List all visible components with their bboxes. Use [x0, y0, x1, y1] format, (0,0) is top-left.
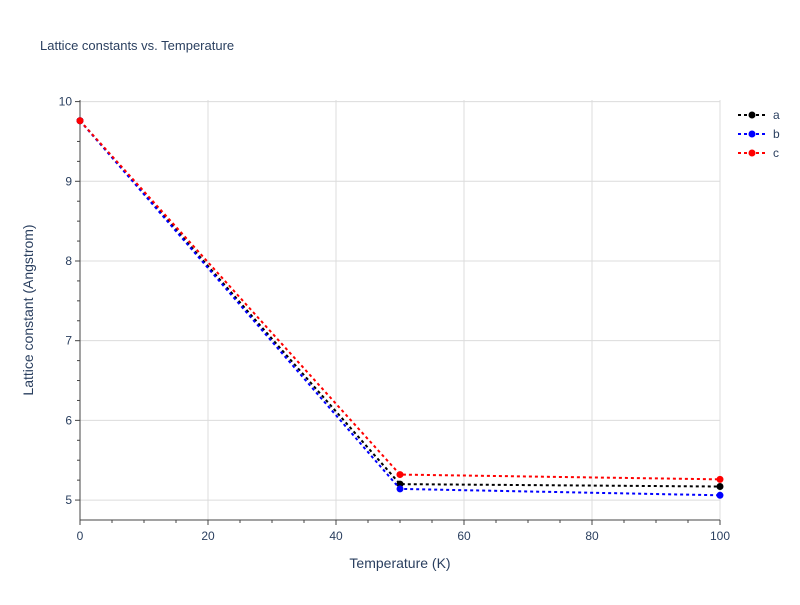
data-point-c[interactable] — [396, 471, 404, 479]
data-point-a[interactable] — [716, 483, 724, 491]
x-tick-label: 100 — [710, 529, 730, 543]
legend-label-b[interactable]: b — [773, 127, 780, 141]
series-line-b — [79, 120, 721, 497]
legend: abc — [738, 108, 780, 160]
chart-title: Lattice constants vs. Temperature — [40, 38, 234, 53]
legend-marker-c — [748, 149, 756, 157]
data-point-b[interactable] — [396, 485, 404, 493]
y-axis-title: Lattice constant (Angstrom) — [20, 224, 36, 395]
y-tick-label: 5 — [65, 493, 72, 507]
y-tick-label: 8 — [65, 254, 72, 268]
x-tick-label: 40 — [329, 529, 343, 543]
series-line-a — [79, 120, 721, 488]
grid — [80, 100, 721, 520]
data-point-c[interactable] — [76, 117, 84, 125]
x-tick-label: 0 — [77, 529, 84, 543]
x-tick-label: 60 — [457, 529, 471, 543]
legend-marker-b — [748, 130, 756, 138]
y-tick-label: 10 — [59, 95, 73, 109]
series-line-c — [79, 120, 721, 481]
series — [76, 117, 724, 499]
y-tick-label: 9 — [65, 174, 72, 188]
x-axis-title: Temperature (K) — [349, 555, 450, 571]
data-point-b[interactable] — [716, 491, 724, 499]
x-tick-label: 80 — [585, 529, 599, 543]
axes: 0 20 40 60 80 100 5 6 7 8 9 10 — [59, 95, 731, 543]
x-tick-label: 20 — [201, 529, 215, 543]
data-point-c[interactable] — [716, 475, 724, 483]
y-tick-label: 7 — [65, 334, 72, 348]
legend-label-c[interactable]: c — [773, 146, 779, 160]
data-point-a[interactable] — [396, 480, 404, 488]
legend-label-a[interactable]: a — [773, 108, 780, 122]
legend-marker-a — [748, 111, 756, 119]
y-tick-label: 6 — [65, 413, 72, 427]
